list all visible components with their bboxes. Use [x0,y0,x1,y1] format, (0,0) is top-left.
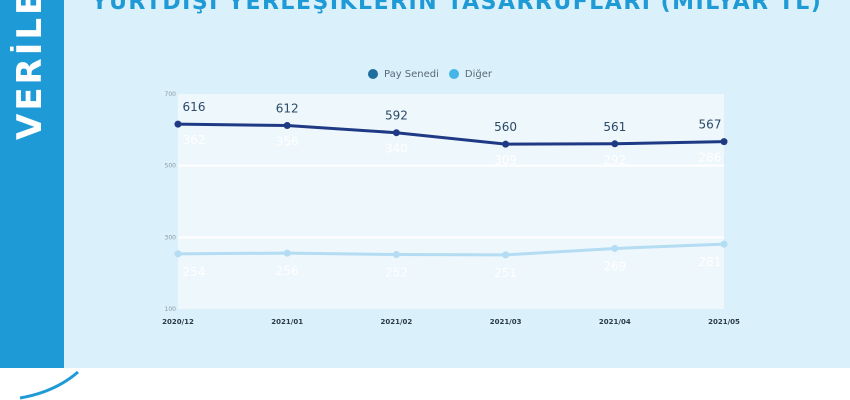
x-tick-label: 2021/03 [490,318,522,326]
y-tick-label: 500 [165,163,177,170]
data-label-diger: 269 [603,259,626,273]
line-total [177,122,725,146]
data-label-diger: 252 [385,266,408,280]
legend-label-diger: Diğer [464,68,493,80]
point-diger [720,240,728,248]
plot-background [178,94,724,309]
logo-swoosh [19,370,79,400]
data-label-total: 567 [699,118,722,132]
point-total [502,140,510,148]
x-tick-label: 2021/01 [271,318,303,326]
data-label-pay-senedi: 356 [276,135,299,149]
point-diger [174,250,182,258]
data-label-total: 592 [385,109,408,123]
data-label-pay-senedi: 309 [494,153,517,167]
data-label-total: 561 [603,120,626,134]
chart-legend: Pay Senedi Diğer [368,66,492,82]
data-label-diger: 254 [183,265,206,279]
legend-marker-diger [448,69,459,79]
y-tick-label: 300 [165,234,177,241]
y-tick-label: 700 [165,91,177,98]
data-label-total: 612 [276,102,299,116]
line-diger [177,242,725,257]
data-label-diger: 256 [276,264,299,278]
x-tick-label: 2021/04 [599,318,631,326]
point-diger [392,251,400,259]
label-layer: 100 300 500 700 616 362 254 2020/12 612 356 256 202… [162,91,740,326]
x-tick-label: 2020/12 [162,318,194,326]
chart-title: YURTDIŞI YERLEŞİKLERİN TASARRUFLARI (MİL… [91,0,823,15]
point-total [720,138,728,146]
legend-label-pay-senedi: Pay Senedi [384,68,439,80]
point-diger [283,249,291,257]
legend-item-diger: Diğer [448,68,493,80]
data-label-diger: 281 [699,255,722,269]
point-diger [502,251,510,259]
data-label-diger: 251 [494,266,517,280]
point-total [392,129,400,137]
data-label-pay-senedi: 362 [183,133,206,147]
point-total [174,120,182,128]
data-label-total: 616 [183,100,206,114]
legend-marker-pay-senedi [368,69,378,79]
line-layer [174,120,728,259]
data-label-pay-senedi: 292 [603,153,626,167]
y-tick-label: 100 [165,306,177,313]
data-label-total: 560 [494,120,517,134]
x-tick-label: 2021/05 [708,318,740,326]
point-diger [611,244,619,252]
point-total [283,122,291,130]
legend-item-pay-senedi: Pay Senedi [368,69,439,80]
point-total [611,140,619,148]
data-label-pay-senedi: 340 [385,142,408,156]
sidebar-band: VERİLER [0,0,64,368]
grid-layer [178,94,724,309]
x-tick-label: 2021/02 [381,318,413,326]
data-label-pay-senedi: 286 [699,151,722,165]
